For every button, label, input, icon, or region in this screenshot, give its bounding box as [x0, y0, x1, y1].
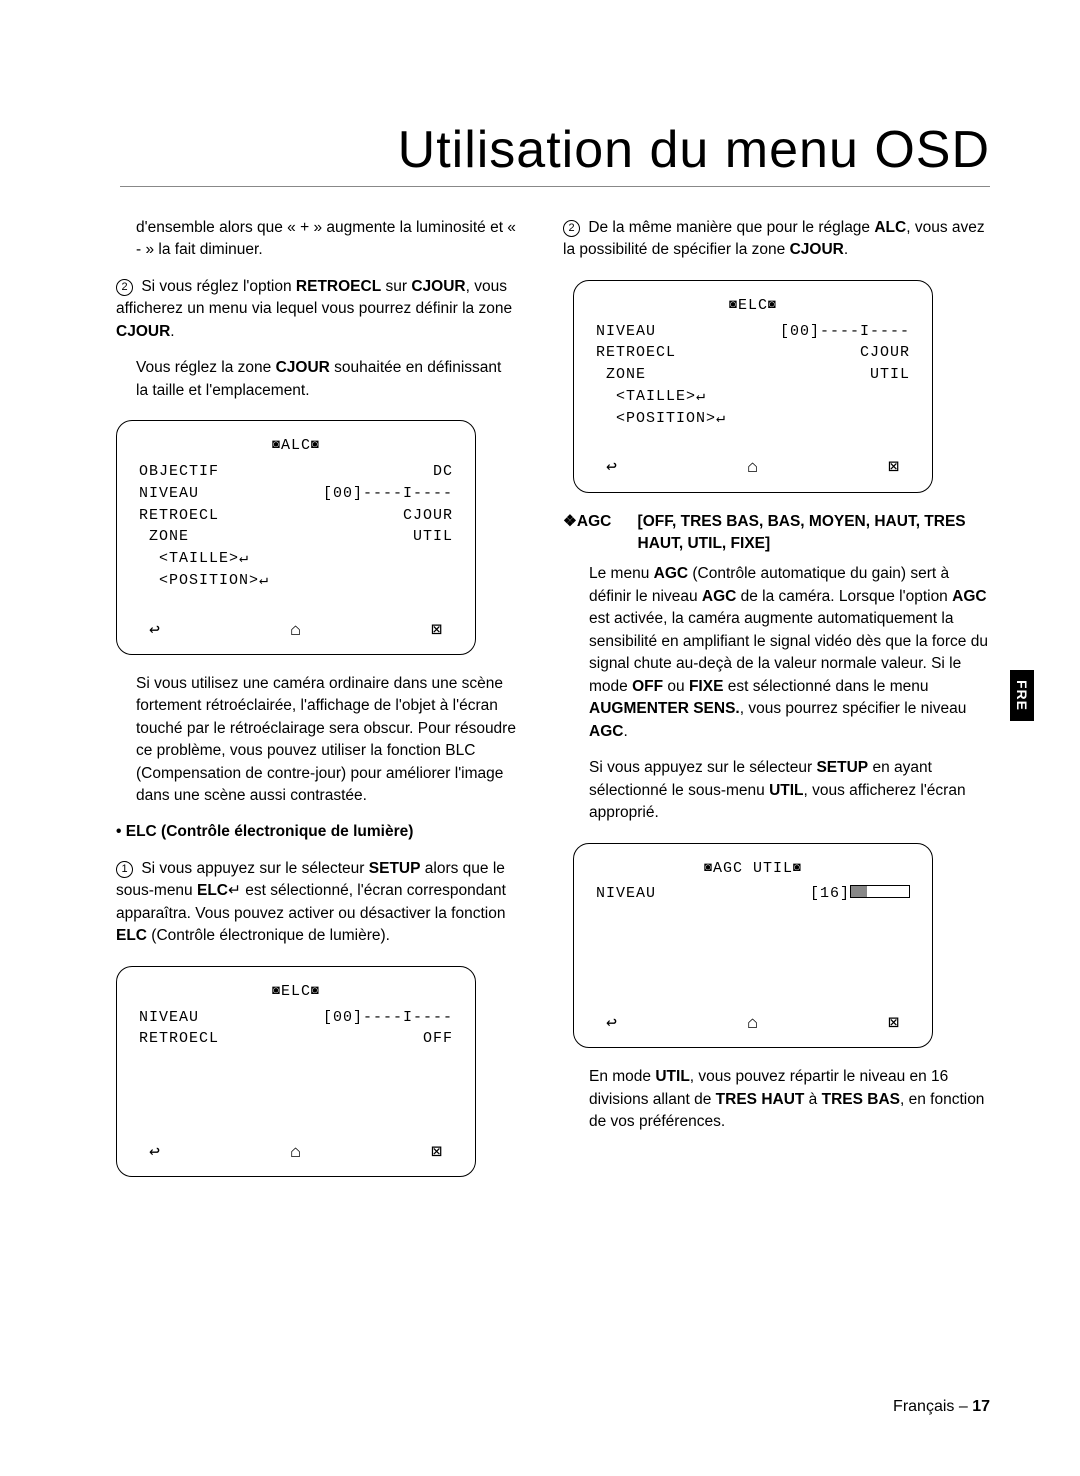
text: ELC: [116, 927, 147, 944]
home-icon: ⌂: [747, 1011, 759, 1037]
back-icon: ↩: [606, 1011, 618, 1037]
osd-title: AGC UTIL: [596, 858, 910, 880]
text: De la même manière que pour le réglage: [588, 219, 874, 236]
osd-value: CJOUR: [403, 505, 453, 527]
text: ELC: [729, 297, 777, 314]
text: Si vous appuyez sur le sélecteur: [141, 860, 368, 877]
text: ELC: [197, 882, 228, 899]
para: 1 Si vous appuyez sur le sélecteur SETUP…: [116, 858, 517, 948]
osd-value: UTIL: [870, 364, 910, 386]
elc-heading: ELC (Contrôle électronique de lumière): [116, 821, 517, 843]
para: 2 De la même manière que pour le réglage…: [563, 217, 990, 262]
text: (Contrôle électronique de lumière).: [147, 927, 390, 944]
text: AGC UTIL: [704, 860, 802, 877]
text: sur: [381, 278, 411, 295]
osd-alc-box: ALC OBJECTIF DC NIVEAU [00]----I---- RETRO…: [116, 420, 476, 654]
step-2-icon: 2: [116, 279, 133, 296]
osd-label: <TAILLE>↵: [139, 548, 249, 570]
close-icon: ⊠: [888, 1011, 900, 1037]
left-column: d'ensemble alors que « + » augmente la l…: [90, 217, 517, 1195]
text: .: [844, 241, 848, 258]
osd-label: RETROECL: [139, 1028, 219, 1050]
osd-elc2-box: ELC NIVEAU [00]----I---- RETROECL CJOUR ZO…: [573, 280, 933, 493]
osd-value: [00]----I----: [323, 1007, 453, 1029]
osd-label: NIVEAU: [596, 883, 656, 905]
osd-label: NIVEAU: [596, 321, 656, 343]
home-icon: ⌂: [290, 618, 302, 644]
para: d'ensemble alors que « + » augmente la l…: [136, 217, 517, 262]
para: En mode UTIL, vous pouvez répartir le ni…: [589, 1066, 990, 1133]
home-icon: ⌂: [747, 455, 759, 481]
osd-value: UTIL: [413, 526, 453, 548]
text: SETUP: [369, 860, 421, 877]
text: CJOUR: [790, 241, 844, 258]
content-columns: d'ensemble alors que « + » augmente la l…: [90, 217, 990, 1195]
back-icon: ↩: [606, 455, 618, 481]
osd-value: DC: [433, 461, 453, 483]
text: CJOUR: [276, 359, 330, 376]
back-icon: ↩: [149, 1140, 161, 1166]
text: CJOUR: [116, 323, 170, 340]
footer-lang: Français: [893, 1398, 954, 1415]
osd-label: <POSITION>↵: [139, 570, 269, 592]
osd-value: CJOUR: [860, 342, 910, 364]
para: Le menu AGC (Contrôle automatique du gai…: [589, 563, 990, 743]
text: ALC: [874, 219, 906, 236]
text: CJOUR: [411, 278, 465, 295]
osd-label: ZONE: [139, 526, 189, 548]
text: .: [170, 323, 174, 340]
osd-label: OBJECTIF: [139, 461, 219, 483]
step-1-icon: 1: [116, 861, 133, 878]
agc-heading: AGC [OFF, TRES BAS, BAS, MOYEN, HAUT, TR…: [563, 511, 990, 556]
osd-value: [16]: [810, 883, 910, 905]
osd-title: ELC: [596, 295, 910, 317]
back-icon: ↩: [149, 618, 161, 644]
osd-value: [00]----I----: [323, 483, 453, 505]
text: ALC: [272, 437, 320, 454]
text: Vous réglez la zone: [136, 359, 276, 376]
page-footer: Français – 17: [893, 1398, 990, 1416]
osd-label: NIVEAU: [139, 1007, 199, 1029]
osd-label: <TAILLE>↵: [596, 386, 706, 408]
para: 2 Si vous réglez l'option RETROECL sur C…: [116, 276, 517, 343]
text: ELC: [272, 983, 320, 1000]
osd-label: RETROECL: [596, 342, 676, 364]
osd-agc-box: AGC UTIL NIVEAU [16] ↩ ⌂ ⊠: [573, 843, 933, 1049]
osd-label: NIVEAU: [139, 483, 199, 505]
text: [OFF, TRES BAS, BAS, MOYEN, HAUT, TRES H…: [638, 511, 990, 556]
text: Si vous réglez l'option: [141, 278, 296, 295]
footer-page: 17: [972, 1398, 990, 1415]
text: RETROECL: [296, 278, 381, 295]
close-icon: ⊠: [431, 1140, 443, 1166]
osd-label: <POSITION>↵: [596, 408, 726, 430]
close-icon: ⊠: [888, 455, 900, 481]
osd-elc1-box: ELC NIVEAU[00]----I---- RETROECLOFF ↩ ⌂ …: [116, 966, 476, 1177]
osd-label: RETROECL: [139, 505, 219, 527]
osd-value: [00]----I----: [780, 321, 910, 343]
language-tab: FRE: [1010, 670, 1034, 721]
para: Si vous utilisez une caméra ordinaire da…: [136, 673, 517, 808]
enter-icon: ↵: [228, 882, 241, 899]
osd-value: OFF: [423, 1028, 453, 1050]
osd-title: ELC: [139, 981, 453, 1003]
text: AGC: [577, 511, 638, 556]
osd-label: ZONE: [596, 364, 646, 386]
right-column: 2 De la même manière que pour le réglage…: [563, 217, 990, 1195]
osd-title: ALC: [139, 435, 453, 457]
page-title: Utilisation du menu OSD: [120, 120, 990, 187]
para: Si vous appuyez sur le sélecteur SETUP e…: [589, 757, 990, 824]
para: Vous réglez la zone CJOUR souhaitée en d…: [136, 357, 517, 402]
slider-icon: [850, 885, 910, 898]
home-icon: ⌂: [290, 1140, 302, 1166]
step-2-icon: 2: [563, 220, 580, 237]
close-icon: ⊠: [431, 618, 443, 644]
